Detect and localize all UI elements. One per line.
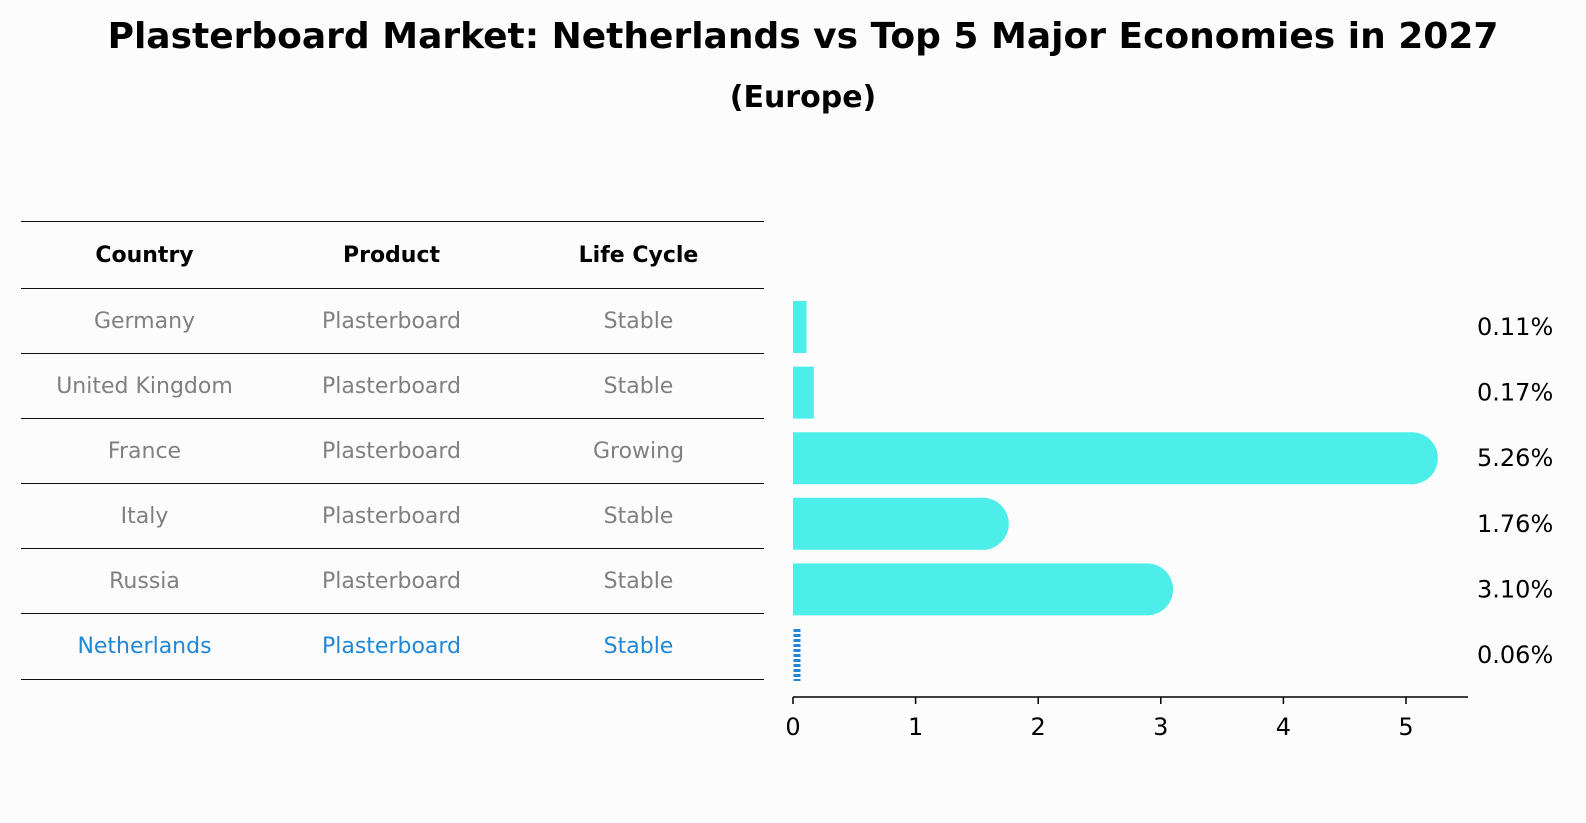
country-cell: France [107,438,182,464]
product-cell: Plasterboard [321,373,462,399]
bar-value-label: 0.06% [1477,641,1553,669]
product-cell: Plasterboard [321,503,462,529]
country-cell: Germany [93,308,196,334]
header-product: Product [342,242,441,268]
bar [793,563,1174,616]
life-cycle-cell: Stable [603,503,674,529]
life-cycle-cell: Growing [592,438,685,464]
product-cell: Plasterboard [321,634,462,659]
life-cycle-cell: Stable [603,634,674,659]
table-row: United Kingdom Plasterboard Stable [21,353,764,418]
table-row: Germany Plasterboard Stable [21,288,764,353]
country-table: Country Product Life Cycle Germany Plast… [21,221,764,680]
bar [793,432,1438,485]
country-cell: Netherlands [77,634,212,659]
header-life-cycle: Life Cycle [578,242,699,268]
life-cycle-cell: Stable [603,373,674,399]
country-cell: Russia [109,568,180,594]
bar [793,366,814,419]
bar-value-label: 5.26% [1477,444,1553,472]
bar [793,301,807,353]
x-tick-label: 0 [785,713,800,741]
country-cell: Italy [120,503,169,529]
x-tick-label: 1 [908,713,923,741]
table-row: Russia Plasterboard Stable [21,548,764,613]
product-cell: Plasterboard [321,308,462,334]
x-tick-label: 5 [1398,713,1413,741]
table-row-highlighted: Netherlands Plasterboard Stable [21,613,764,680]
x-tick-label: 4 [1276,713,1291,741]
bar-value-label: 0.11% [1477,313,1553,341]
bar-value-label: 3.10% [1477,575,1553,603]
life-cycle-cell: Stable [603,568,674,594]
x-tick-label: 3 [1153,713,1168,741]
bar [793,497,1009,550]
product-cell: Plasterboard [321,568,462,594]
chart-subtitle: (Europe) [729,80,877,115]
header-country: Country [95,242,194,268]
table-row: France Plasterboard Growing [21,418,764,483]
bar-value-label: 1.76% [1477,510,1553,538]
table-header-row: Country Product Life Cycle [21,221,764,288]
x-tick-label: 2 [1031,713,1046,741]
product-cell: Plasterboard [321,438,462,464]
country-cell: United Kingdom [56,373,233,399]
table-row: Italy Plasterboard Stable [21,483,764,548]
life-cycle-cell: Stable [603,308,674,334]
bar-value-label: 0.17% [1477,379,1553,407]
chart-title: Plasterboard Market: Netherlands vs Top … [107,16,1499,57]
